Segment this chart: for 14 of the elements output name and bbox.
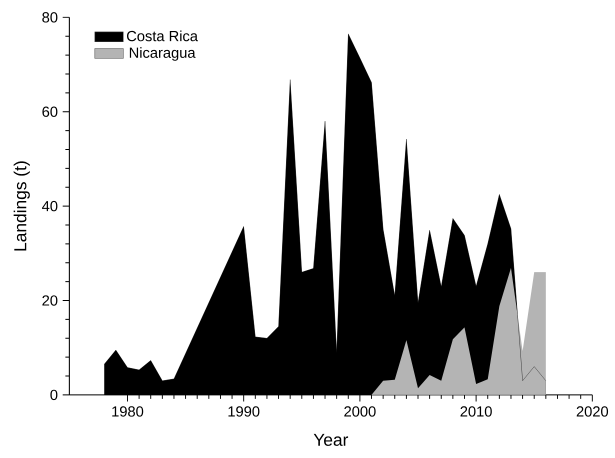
x-tick-label: 1980 xyxy=(112,406,144,417)
y-tick-label: 0 xyxy=(50,390,58,400)
x-tick-label: 2000 xyxy=(344,406,376,417)
y-tick-label: 20 xyxy=(42,296,58,306)
x-tick-label: 1990 xyxy=(228,406,260,417)
x-tick-label: 2010 xyxy=(460,406,492,417)
y-tick-label: 60 xyxy=(42,106,58,118)
y-tick-label: 40 xyxy=(42,201,58,212)
x-axis-title: Year xyxy=(314,434,348,446)
legend-label: Nicaragua xyxy=(130,47,196,62)
x-tick-label: 2020 xyxy=(576,406,608,417)
y-axis-title: Landings (t) xyxy=(14,162,30,251)
legend-label: Costa Rica xyxy=(126,30,198,42)
y-tick-label: 80 xyxy=(42,12,58,23)
